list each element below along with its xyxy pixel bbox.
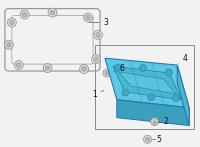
Polygon shape [105, 58, 189, 108]
Circle shape [50, 10, 55, 15]
Circle shape [10, 20, 14, 25]
Circle shape [14, 61, 23, 70]
Polygon shape [119, 72, 175, 94]
Circle shape [94, 30, 102, 39]
Circle shape [48, 8, 57, 17]
Circle shape [105, 71, 109, 75]
Circle shape [80, 65, 89, 74]
Circle shape [92, 55, 100, 64]
Text: 6: 6 [113, 64, 125, 73]
Circle shape [144, 135, 152, 143]
Circle shape [86, 15, 90, 20]
Circle shape [22, 12, 27, 17]
Circle shape [103, 69, 111, 77]
Circle shape [94, 57, 98, 61]
Text: 4: 4 [178, 54, 187, 64]
Circle shape [146, 137, 150, 141]
Polygon shape [113, 66, 181, 100]
Circle shape [151, 118, 158, 126]
Polygon shape [177, 65, 189, 126]
Text: 3: 3 [90, 18, 108, 27]
Circle shape [43, 64, 52, 72]
Circle shape [4, 40, 13, 49]
Text: 1: 1 [92, 90, 104, 99]
Circle shape [20, 10, 29, 19]
Circle shape [115, 64, 122, 71]
Circle shape [7, 18, 16, 27]
Circle shape [172, 95, 179, 101]
Circle shape [96, 33, 100, 37]
Circle shape [122, 89, 129, 96]
Circle shape [84, 13, 93, 22]
Circle shape [82, 67, 86, 71]
Text: 5: 5 [156, 135, 161, 144]
Circle shape [148, 94, 155, 101]
Polygon shape [117, 100, 189, 126]
Circle shape [165, 69, 172, 76]
Circle shape [7, 42, 11, 47]
Circle shape [17, 63, 21, 67]
Circle shape [45, 66, 50, 70]
Text: 2: 2 [163, 117, 168, 126]
Circle shape [139, 65, 146, 71]
